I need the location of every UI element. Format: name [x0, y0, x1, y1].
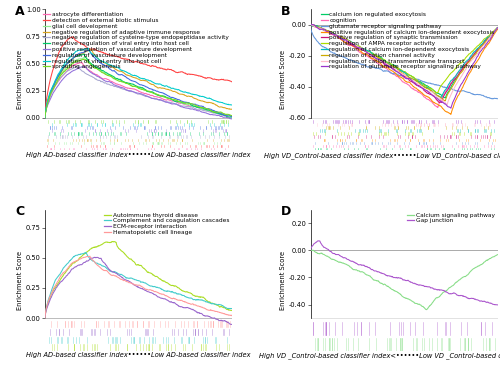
Y-axis label: Enrichment Score: Enrichment Score	[17, 251, 23, 310]
X-axis label: High VD _Control-based classifier index<••••••Low VD _Control-based classifier i: High VD _Control-based classifier index<…	[260, 352, 500, 359]
Text: C: C	[15, 206, 24, 218]
Text: D: D	[280, 206, 291, 218]
X-axis label: High AD-based classifier index••••••Low AD-based classifier index: High AD-based classifier index••••••Low …	[26, 152, 250, 158]
Legend: astrocyte differentiation, detection of external biotic stimulus, glial cell dev: astrocyte differentiation, detection of …	[44, 12, 229, 69]
Text: B: B	[280, 5, 290, 18]
X-axis label: High VD_Control-based classifier index••••••Low VD_Control-based classifier inde: High VD_Control-based classifier index••…	[264, 152, 500, 159]
Legend: Calcium signaling pathway, Gap junction: Calcium signaling pathway, Gap junction	[407, 213, 494, 223]
Legend: Autoimmune thyroid disease, Complement and coagulation cascades, ECM-receptor in: Autoimmune thyroid disease, Complement a…	[104, 213, 229, 235]
Legend: calcium ion regulated exocytosis, cognition, glutamate receptor signaling pathwa: calcium ion regulated exocytosis, cognit…	[320, 12, 494, 69]
Y-axis label: Enrichment Score: Enrichment Score	[17, 50, 23, 109]
Y-axis label: Enrichment Score: Enrichment Score	[280, 251, 286, 310]
Text: A: A	[15, 5, 24, 18]
X-axis label: High AD-based classifier index••••••Low AD-based classifier index: High AD-based classifier index••••••Low …	[26, 352, 250, 358]
Y-axis label: Enrichment Score: Enrichment Score	[280, 50, 286, 109]
